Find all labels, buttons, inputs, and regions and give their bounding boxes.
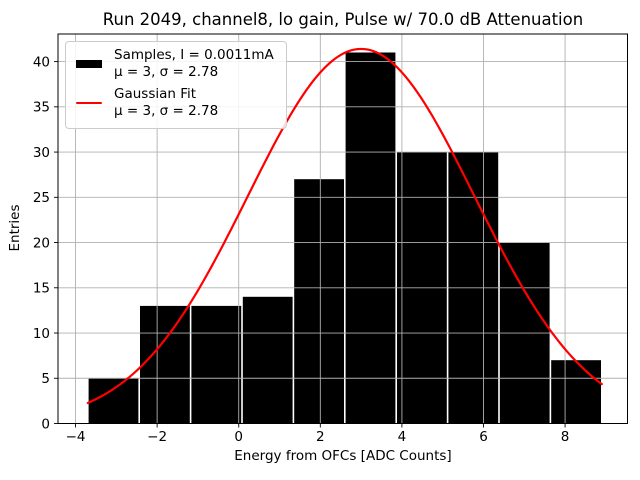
- histogram-bar: [140, 305, 190, 424]
- y-tick-label: 10: [33, 326, 50, 342]
- legend-fit-label: Gaussian Fit: [114, 86, 197, 102]
- histogram-bar: [345, 52, 396, 424]
- gaussian-fit-curve: [86, 47, 603, 405]
- x-tick-label: 8: [561, 429, 570, 445]
- x-tick-label: 0: [234, 429, 243, 445]
- chart-title: Run 2049, channel8, lo gain, Pulse w/ 70…: [102, 10, 584, 29]
- axes-frame: [57, 33, 628, 424]
- legend-entry-samples: Samples, I = 0.0011mA μ = 3, σ = 2.78: [76, 47, 278, 81]
- legend-samples-stats: μ = 3, σ = 2.78: [114, 64, 219, 80]
- legend-entry-gaussian-fit: Gaussian Fit μ = 3, σ = 2.78: [76, 86, 278, 120]
- legend-entry-fit-text: Gaussian Fit μ = 3, σ = 2.78: [114, 86, 218, 120]
- x-tick-label: −4: [66, 429, 86, 445]
- histogram-bar: [88, 378, 139, 424]
- x-tick-label: −2: [147, 429, 167, 445]
- legend-samples-label: Samples, I = 0.0011mA: [114, 47, 274, 63]
- legend-entry-samples-text: Samples, I = 0.0011mA μ = 3, σ = 2.78: [114, 47, 274, 81]
- y-tick-label: 40: [33, 54, 50, 70]
- y-tick-label: 25: [33, 190, 50, 206]
- tick-marks-and-labels: −4 −2 0 2 4 6 8 0 5 10 15 20 25 30 35 40: [33, 54, 570, 445]
- red-line-icon: [76, 101, 102, 105]
- x-tick-label: 2: [316, 429, 325, 445]
- legend-fit-stats: μ = 3, σ = 2.78: [114, 103, 219, 119]
- x-axis-label: Energy from OFCs [ADC Counts]: [234, 448, 452, 464]
- x-tick-label: 6: [479, 429, 488, 445]
- y-tick-label: 0: [41, 416, 50, 432]
- legend: Samples, I = 0.0011mA μ = 3, σ = 2.78 Ga…: [65, 41, 287, 129]
- y-tick-label: 30: [33, 145, 50, 161]
- histogram-bar: [191, 305, 242, 424]
- histogram-swatch-icon: [76, 60, 114, 68]
- y-tick-label: 15: [33, 281, 50, 297]
- y-tick-label: 20: [33, 235, 50, 251]
- histogram-bar: [294, 179, 344, 424]
- black-patch-icon: [76, 60, 102, 68]
- x-tick-label: 4: [398, 429, 407, 445]
- y-tick-label: 35: [33, 100, 50, 116]
- y-tick-label: 5: [41, 371, 50, 387]
- fit-line-swatch-icon: [76, 101, 114, 105]
- histogram-bar: [242, 296, 293, 424]
- histogram-bar: [551, 360, 601, 424]
